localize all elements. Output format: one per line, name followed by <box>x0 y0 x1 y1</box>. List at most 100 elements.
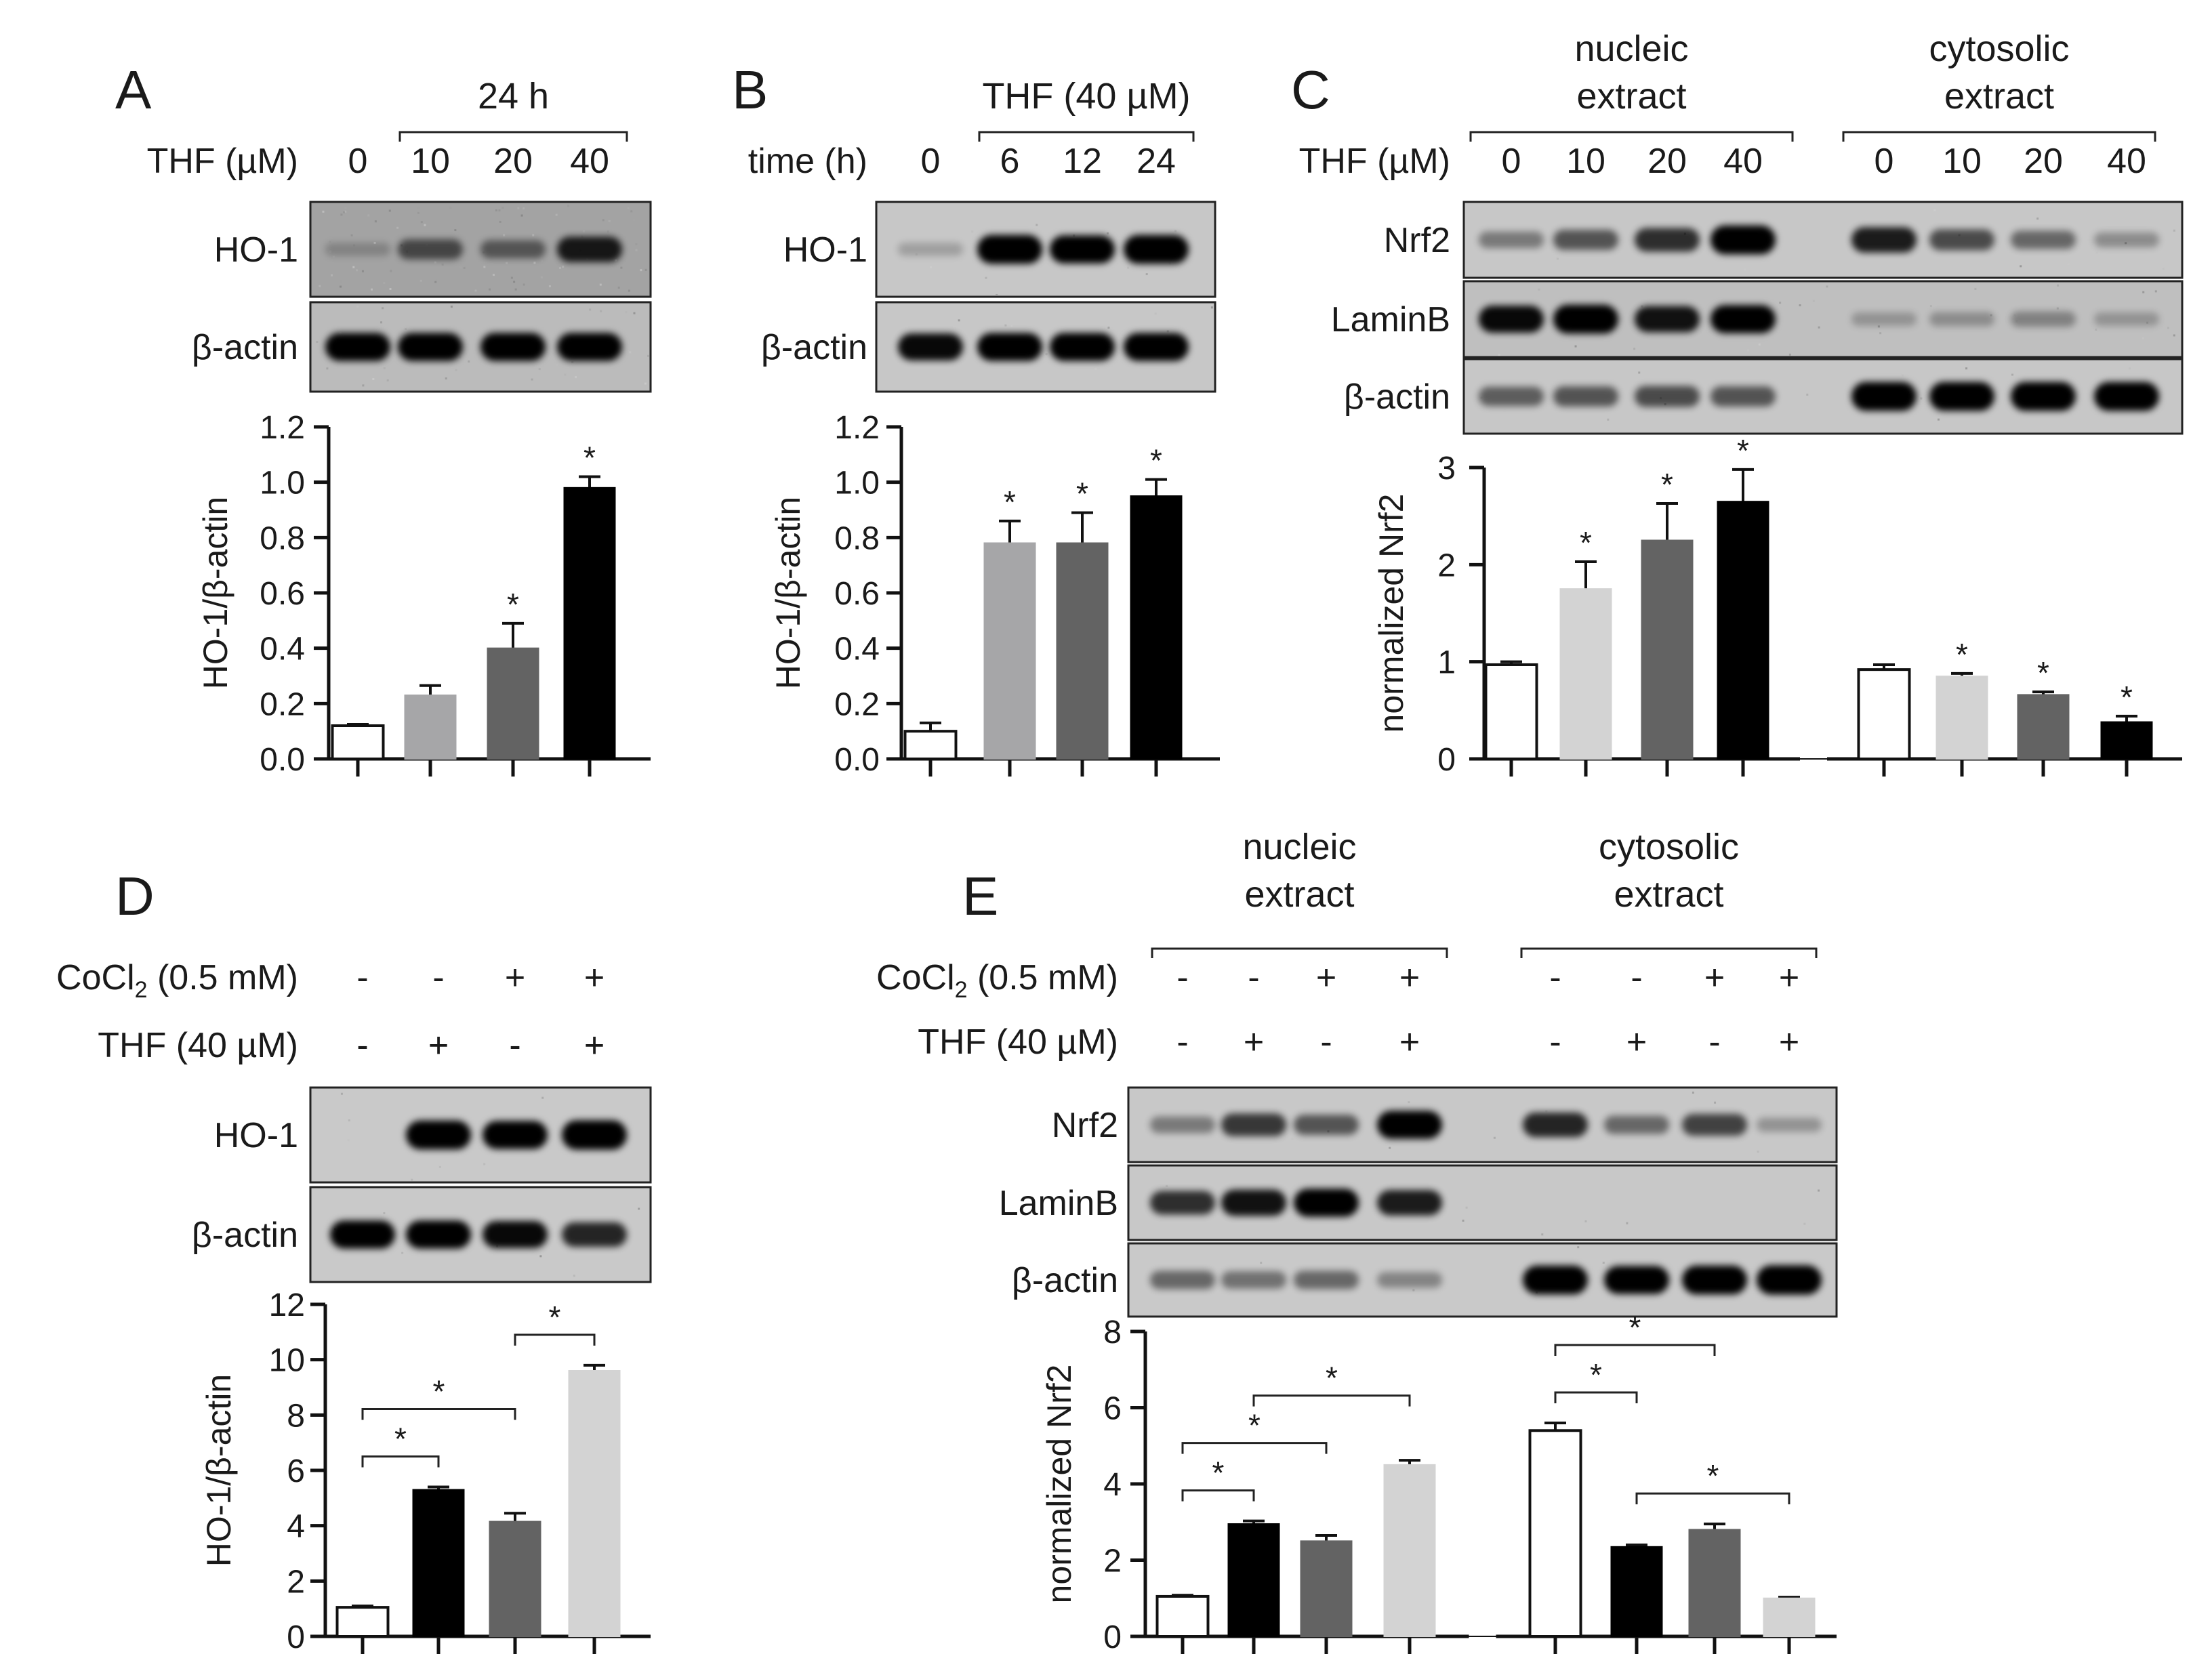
group-header-line2: extract <box>1944 76 2054 117</box>
blot-label: HO-1 <box>214 230 298 270</box>
blot-speckle <box>600 310 602 312</box>
condition-value: 0 <box>1502 142 1521 181</box>
blot-speckle <box>1812 299 1815 302</box>
blot-label: Nrf2 <box>1384 221 1450 260</box>
blot-speckle <box>406 262 409 264</box>
blot-band <box>2094 312 2159 327</box>
significance-star: * <box>1737 433 1749 468</box>
y-tick-label: 0.0 <box>260 742 305 778</box>
blot-speckle <box>1584 1220 1587 1222</box>
blot-speckle <box>985 276 987 279</box>
bar <box>1383 1464 1436 1637</box>
condition-value: 0 <box>921 142 941 181</box>
blot-speckle <box>383 1212 386 1214</box>
blot-speckle <box>434 279 437 282</box>
blot-speckle <box>1545 1110 1548 1113</box>
blot-speckle <box>401 1252 404 1254</box>
comparison-star: * <box>394 1422 407 1457</box>
bar <box>404 695 457 760</box>
bar <box>1056 542 1109 760</box>
y-tick-label: 2 <box>1437 547 1456 583</box>
blot-speckle <box>2057 284 2060 287</box>
blot-speckle <box>350 234 353 236</box>
blot-speckle <box>1036 224 1038 226</box>
blot-band <box>1682 1113 1747 1136</box>
blot-speckle <box>1799 304 1801 307</box>
header-group-label: 24 h <box>478 76 549 117</box>
header-group-label: THF (40 µM) <box>982 76 1190 117</box>
blot-band <box>557 333 622 361</box>
blot-speckle <box>548 285 551 287</box>
condition-value: + <box>1779 1022 1799 1062</box>
blot-band <box>398 239 463 260</box>
blot-speckle <box>2011 373 2013 376</box>
blot-speckle <box>562 266 565 268</box>
blot-speckle <box>996 293 998 296</box>
condition-value: 40 <box>1723 142 1763 181</box>
blot-speckle <box>1692 1092 1694 1094</box>
y-tick-label: 8 <box>287 1398 305 1434</box>
blot-speckle <box>1877 325 1880 328</box>
y-tick-label: 0.0 <box>834 742 880 778</box>
blot-label: HO-1 <box>214 1116 298 1155</box>
blot-speckle <box>628 289 630 292</box>
blot-speckle <box>355 269 358 272</box>
significance-star: * <box>1150 443 1162 478</box>
condition-value: - <box>509 1026 520 1065</box>
blot-band <box>557 236 622 262</box>
panel-letter-d: D <box>115 866 155 926</box>
blot-speckle <box>2129 367 2131 370</box>
y-tick-label: 1 <box>1437 645 1456 681</box>
blot-speckle <box>331 274 333 276</box>
significance-star: * <box>1004 484 1016 520</box>
panel-d: CoCl2 (0.5 mM) - - + +THF (40 µM) - + - +HO-1β-a… <box>56 958 652 1655</box>
blot-band <box>1294 1115 1359 1135</box>
blot-speckle <box>1412 1289 1415 1291</box>
blot-band <box>1050 333 1115 361</box>
group-bracket <box>1151 947 1448 958</box>
blot-speckle <box>499 220 501 223</box>
condition-value: 20 <box>2024 142 2063 181</box>
blot-speckle <box>1758 343 1761 346</box>
blot-speckle <box>322 210 325 213</box>
significance-star: * <box>2037 655 2049 690</box>
condition-label: THF (40 µM) <box>918 1022 1118 1062</box>
blot-band <box>1221 1113 1286 1136</box>
blot-band <box>1150 1116 1215 1134</box>
y-axis-label: normalized Nrf2 <box>1040 1365 1078 1604</box>
significance-star: * <box>2121 680 2133 715</box>
blot-speckle <box>459 266 462 269</box>
blot-speckle <box>419 279 422 282</box>
panel-b: THF (40 µM)time (h) 0 6 12 24HO-1β-actin0.00… <box>748 76 1220 778</box>
condition-value: - <box>1320 1022 1332 1062</box>
y-tick-label: 6 <box>287 1453 305 1489</box>
condition-value: 10 <box>1566 142 1605 181</box>
blot-band <box>1479 386 1544 407</box>
blot-band <box>1929 229 1994 251</box>
blot-speckle <box>929 266 932 268</box>
comparison-bracket <box>1554 1391 1638 1403</box>
blot-speckle <box>1498 354 1500 356</box>
condition-value: - <box>1631 958 1642 997</box>
blot-band <box>1294 1270 1359 1289</box>
blot-speckle <box>555 213 558 216</box>
blot-band <box>406 1220 471 1249</box>
blot-speckle <box>463 266 466 269</box>
blot-speckle <box>996 361 998 364</box>
blot-speckle <box>1633 348 1636 350</box>
blot-speckle <box>316 341 319 344</box>
blot-speckle <box>1210 306 1213 309</box>
header-bracket <box>978 131 1195 142</box>
blot-speckle <box>559 266 562 269</box>
y-tick-label: 3 <box>1437 451 1456 487</box>
blot-speckle <box>459 356 462 358</box>
blot-speckle <box>1135 1216 1138 1219</box>
blot-speckle <box>396 226 399 229</box>
blot-speckle <box>1879 332 1882 335</box>
blot-speckle <box>633 312 636 314</box>
blot-label: Nrf2 <box>1052 1106 1118 1145</box>
blot-speckle <box>2167 327 2169 329</box>
y-tick-label: 10 <box>269 1343 305 1379</box>
blot-band <box>1553 230 1618 250</box>
blot-speckle <box>2142 337 2144 339</box>
